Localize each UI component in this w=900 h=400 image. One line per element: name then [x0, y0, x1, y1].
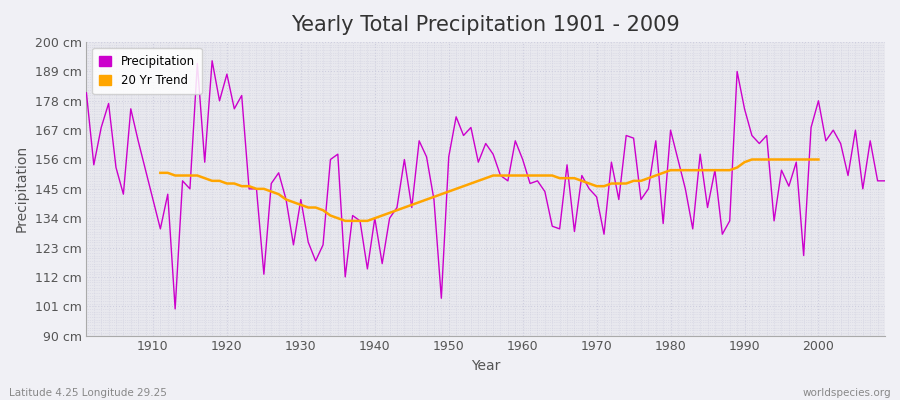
Text: worldspecies.org: worldspecies.org — [803, 388, 891, 398]
Legend: Precipitation, 20 Yr Trend: Precipitation, 20 Yr Trend — [93, 48, 202, 94]
X-axis label: Year: Year — [471, 359, 500, 373]
Text: Latitude 4.25 Longitude 29.25: Latitude 4.25 Longitude 29.25 — [9, 388, 166, 398]
Title: Yearly Total Precipitation 1901 - 2009: Yearly Total Precipitation 1901 - 2009 — [292, 15, 680, 35]
Y-axis label: Precipitation: Precipitation — [15, 145, 29, 232]
